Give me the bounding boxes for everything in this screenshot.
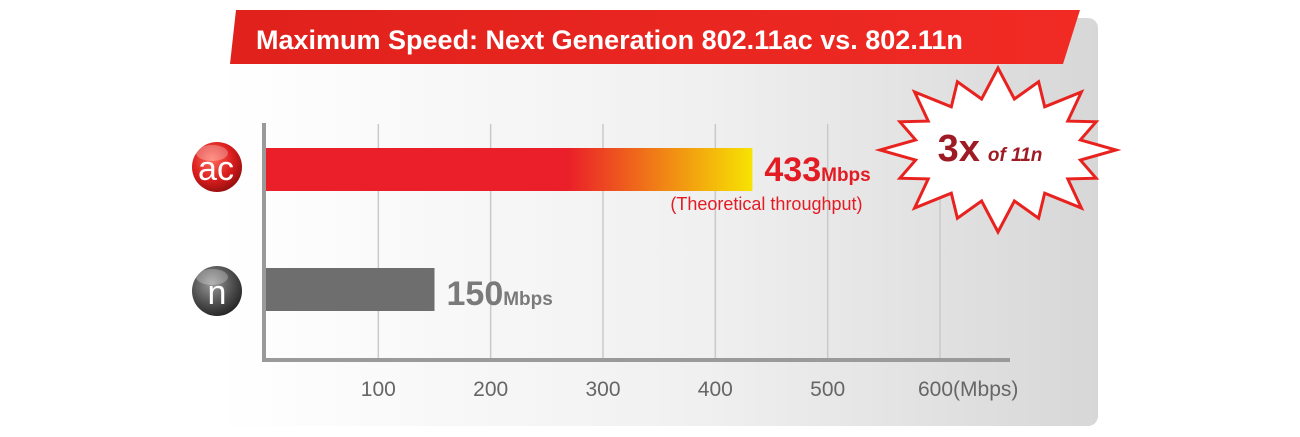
x-tick-label: 200 [473, 378, 508, 401]
callout-of: of 11n [988, 145, 1043, 166]
title-banner [230, 10, 1080, 64]
chart-background [218, 18, 1098, 426]
bar-ac-note: (Theoretical throughput) [670, 194, 862, 214]
gridlines [377, 124, 941, 360]
x-tick-label: 300 [585, 378, 620, 401]
bar-n-value-label: 150Mbps [447, 275, 553, 313]
ac-badge: ac [192, 142, 242, 192]
bar-n-unit: Mbps [503, 289, 553, 310]
chart-title: Maximum Speed: Next Generation 802.11ac … [256, 25, 963, 55]
x-axis-tick-labels: 100 200 300 400 500 600(Mbps) [361, 378, 1019, 401]
bar-ac-unit: Mbps [821, 165, 871, 186]
bar-ac [266, 148, 753, 191]
starburst-shape [874, 64, 1122, 236]
x-tick-label: 600(Mbps) [918, 378, 1018, 401]
n-badge: n [192, 266, 242, 316]
bar-n [266, 268, 435, 311]
n-badge-label: n [208, 274, 227, 312]
x-tick-label: 400 [698, 378, 733, 401]
callout-text: 3x of 11n [938, 128, 1043, 170]
ac-badge-label: ac [198, 150, 234, 188]
bar-ac-value-label: 433Mbps [764, 151, 870, 189]
bar-n-value: 150 [447, 275, 504, 313]
callout-multiplier: 3x [938, 128, 980, 170]
x-tick-label: 100 [361, 378, 396, 401]
x-tick-label: 500 [810, 378, 845, 401]
bar-ac-value: 433 [764, 151, 821, 189]
callout-starburst: 3x of 11n [874, 64, 1122, 236]
